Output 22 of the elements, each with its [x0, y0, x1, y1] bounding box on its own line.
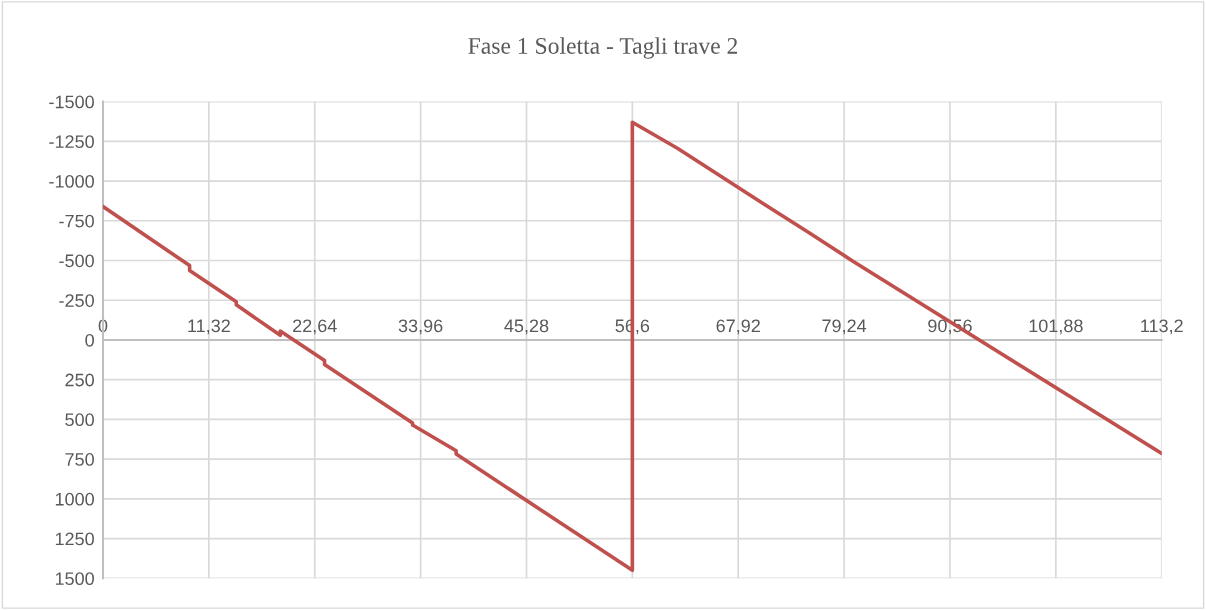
- x-tick-label: 45,28: [504, 319, 549, 335]
- x-tick-label: 79,24: [822, 319, 867, 335]
- y-tick-label: 250: [65, 373, 94, 387]
- x-tick-label: 11,32: [188, 319, 230, 335]
- x-tick-label: 113,2: [1141, 319, 1183, 335]
- y-tick-label: -1000: [49, 174, 94, 188]
- y-tick-label: -1250: [49, 135, 94, 149]
- y-tick-label: -500: [59, 254, 94, 268]
- y-tick-label: -1500: [49, 95, 94, 109]
- y-tick-label: 1000: [55, 492, 94, 506]
- y-tick-label: 0: [85, 333, 94, 347]
- chart-title: Fase 1 Soletta - Tagli trave 2: [468, 37, 738, 59]
- y-tick-label: 1250: [55, 532, 94, 546]
- x-tick-label: 22,64: [293, 319, 337, 335]
- x-tick-label: 33,96: [398, 319, 443, 335]
- y-tick-label: 1500: [55, 572, 94, 586]
- y-tick-label: -750: [59, 214, 94, 228]
- y-tick-label: 750: [65, 453, 94, 466]
- x-tick-label: 101,88: [1029, 319, 1083, 335]
- y-tick-label: 500: [65, 413, 94, 427]
- y-tick-label: -250: [59, 294, 94, 307]
- x-tick-label: 67,92: [716, 319, 760, 335]
